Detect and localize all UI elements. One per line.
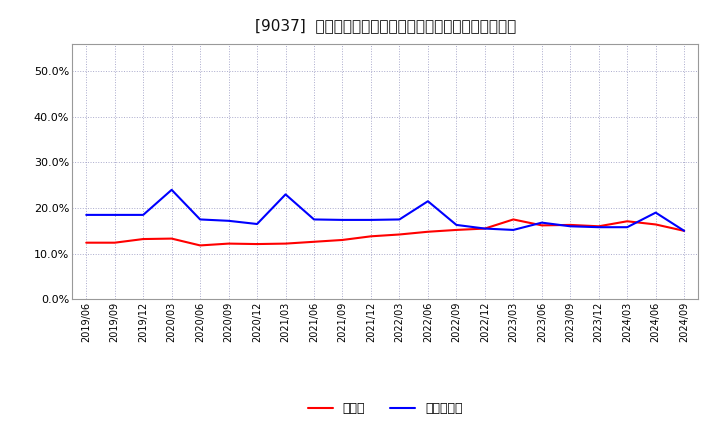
有利子負債 — [452, 222, 461, 227]
現頴金 — [423, 229, 432, 235]
有利子負債 — [167, 187, 176, 192]
有利子負債 — [566, 224, 575, 229]
有利子負債 — [310, 217, 318, 222]
有利子負債 — [110, 212, 119, 217]
現頴金 — [480, 226, 489, 231]
Line: 現頴金: 現頴金 — [86, 220, 684, 246]
現頴金 — [196, 243, 204, 248]
Legend: 現頴金, 有利子負債: 現頴金, 有利子負債 — [307, 403, 463, 415]
有利子負債 — [537, 220, 546, 225]
現頴金 — [537, 223, 546, 228]
有利子負債 — [366, 217, 375, 223]
Line: 有利子負債: 有利子負債 — [86, 190, 684, 231]
現頴金 — [366, 234, 375, 239]
有利子負債 — [595, 224, 603, 230]
現頴金 — [509, 217, 518, 222]
有利子負債 — [196, 217, 204, 222]
有利子負債 — [395, 217, 404, 222]
現頴金 — [225, 241, 233, 246]
有利子負債 — [652, 210, 660, 215]
現頴金 — [395, 232, 404, 237]
現頴金 — [623, 219, 631, 224]
有利子負債 — [253, 221, 261, 227]
有利子負債 — [282, 192, 290, 197]
現頴金 — [652, 222, 660, 227]
現頴金 — [680, 228, 688, 234]
現頴金 — [595, 224, 603, 229]
有利子負債 — [139, 212, 148, 217]
現頴金 — [282, 241, 290, 246]
現頴金 — [110, 240, 119, 246]
有利子負債 — [480, 226, 489, 231]
有利子負債 — [82, 212, 91, 217]
現頴金 — [139, 236, 148, 242]
現頴金 — [338, 237, 347, 242]
現頴金 — [253, 242, 261, 247]
有利子負債 — [623, 224, 631, 230]
現頴金 — [566, 222, 575, 227]
有利子負債 — [225, 218, 233, 224]
有利子負債 — [338, 217, 347, 223]
Title: [9037]  現頴金、有利子負債の総資産に対する比率の推移: [9037] 現頴金、有利子負債の総資産に対する比率の推移 — [255, 18, 516, 33]
現頴金 — [82, 240, 91, 246]
有利子負債 — [680, 228, 688, 234]
有利子負債 — [509, 227, 518, 233]
現頴金 — [310, 239, 318, 245]
現頴金 — [452, 227, 461, 233]
有利子負債 — [423, 198, 432, 204]
現頴金 — [167, 236, 176, 241]
